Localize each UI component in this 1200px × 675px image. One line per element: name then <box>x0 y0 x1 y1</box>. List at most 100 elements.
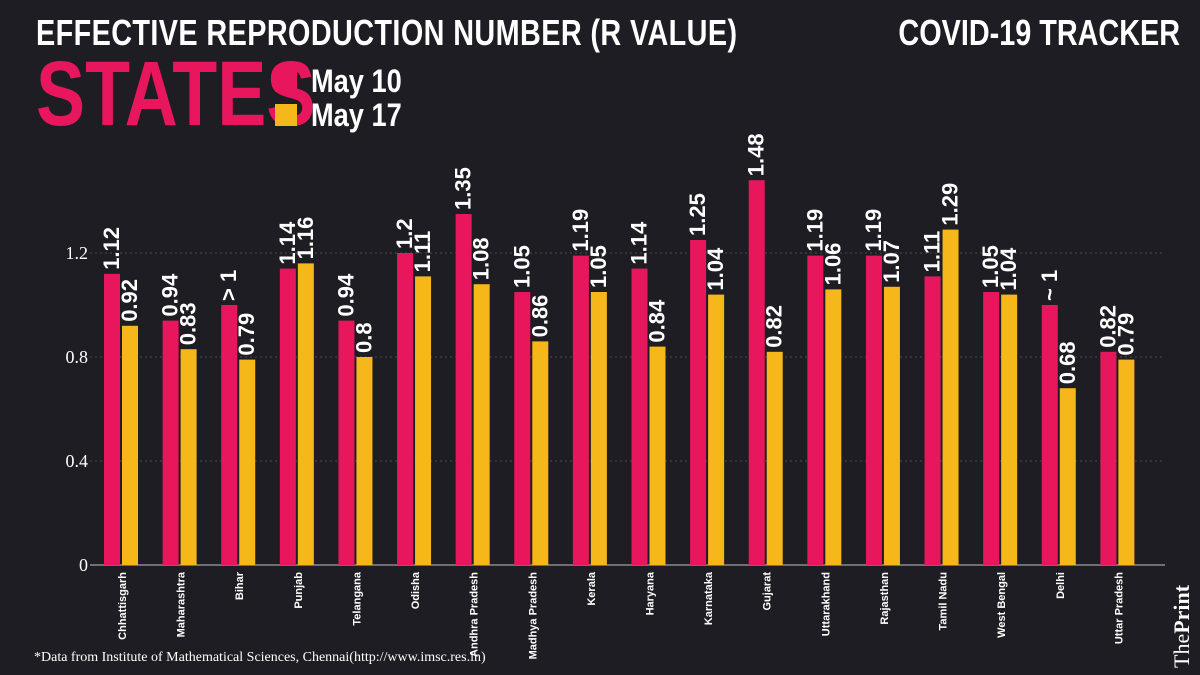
bar-may17 <box>532 341 549 565</box>
bar-may17 <box>356 357 373 565</box>
bar-may17 <box>649 346 666 565</box>
bar-may10 <box>1041 305 1058 565</box>
theprint-logo: ThePrint <box>1169 584 1194 668</box>
y-tick-label: 0.8 <box>66 347 89 367</box>
data-label: 1.11 <box>410 231 435 273</box>
bar-may17 <box>1001 294 1018 565</box>
bar-may10 <box>631 268 648 565</box>
category-label: Maharashtra <box>176 571 188 637</box>
category-label: Odisha <box>410 571 422 609</box>
legend-item-may10: May 10 <box>275 62 418 99</box>
data-label: ~ 1 <box>1037 270 1062 301</box>
data-label: 1.05 <box>978 245 1003 288</box>
data-label: 0.83 <box>176 302 201 345</box>
chart-subtitle: STATES <box>36 43 316 145</box>
data-label: 1.19 <box>802 209 827 252</box>
data-label: 0.79 <box>1113 313 1138 356</box>
bar-may10 <box>221 305 238 565</box>
bar-may17 <box>415 276 432 565</box>
source-footnote: *Data from Institute of Mathematical Sci… <box>34 650 486 665</box>
bar-may17 <box>825 289 842 565</box>
data-label: 1.25 <box>685 193 710 236</box>
category-label: Gujarat <box>762 572 774 611</box>
bar-may10 <box>924 276 941 565</box>
bar-may17 <box>766 351 783 565</box>
bar-may10 <box>865 255 882 565</box>
data-label: 1.19 <box>568 209 593 252</box>
data-label: 1.08 <box>469 237 494 280</box>
bar-may17 <box>590 292 607 565</box>
bar-may17 <box>473 284 490 565</box>
category-label: Andhra Pradesh <box>469 572 481 657</box>
bar-may10 <box>397 253 414 565</box>
data-label: 0.79 <box>234 313 259 356</box>
data-label: 0.92 <box>117 279 142 322</box>
y-tick-label: 0 <box>79 555 88 575</box>
legend-swatch-may10 <box>275 70 297 92</box>
legend-label-may17: May 17 <box>311 96 402 133</box>
category-label: Madhya Pradesh <box>527 572 539 660</box>
category-label: Bihar <box>234 571 246 600</box>
data-label: 1.12 <box>99 227 124 270</box>
data-label: 1.29 <box>938 183 963 226</box>
data-label: 1.07 <box>879 240 904 283</box>
chart-title: EFFECTIVE REPRODUCTION NUMBER (R VALUE) <box>36 12 738 53</box>
legend: May 10 May 17 <box>275 62 418 133</box>
data-label: 1.04 <box>996 247 1021 291</box>
bar-may10 <box>748 180 765 565</box>
category-label: Rajasthan <box>879 572 891 625</box>
category-label: Haryana <box>645 571 657 615</box>
bar-may10 <box>572 255 589 565</box>
data-label: 1.14 <box>275 221 300 265</box>
data-label: 0.94 <box>158 273 183 317</box>
svg-text:ThePrint: ThePrint <box>1169 584 1194 668</box>
y-tick-label: 0.4 <box>66 451 89 471</box>
category-label: Telangana <box>351 571 363 625</box>
legend-item-may17: May 17 <box>275 96 418 133</box>
data-label: 0.86 <box>527 295 552 338</box>
tracker-label: COVID-19 TRACKER <box>898 12 1180 53</box>
data-label: 1.14 <box>627 221 652 265</box>
category-label: Delhi <box>1055 572 1067 599</box>
bar-may17 <box>883 286 900 565</box>
data-label: 1.48 <box>744 133 769 176</box>
data-label: 1.04 <box>703 247 728 291</box>
data-label: 1.06 <box>820 243 845 286</box>
bar-may10 <box>807 255 824 565</box>
bar-may17 <box>297 263 314 565</box>
data-label: 0.68 <box>1055 341 1080 384</box>
bar-may10 <box>455 214 472 565</box>
bar-may10 <box>279 268 296 565</box>
bar-may17 <box>122 325 138 565</box>
data-label: 1.35 <box>451 167 476 210</box>
data-label: 0.82 <box>1095 305 1120 348</box>
bar-may17 <box>180 349 197 565</box>
category-label: Punjab <box>293 572 305 609</box>
category-label: Uttarakhand <box>820 572 832 636</box>
data-label: 1.2 <box>392 218 417 249</box>
data-label: 1.11 <box>920 231 945 273</box>
legend-swatch-may17 <box>275 104 297 126</box>
bar-may10 <box>104 273 120 565</box>
bar-may17 <box>239 359 256 565</box>
legend-label-may10: May 10 <box>311 62 402 99</box>
category-label: Uttar Pradesh <box>1113 572 1125 644</box>
bar-may10 <box>162 320 179 565</box>
bar-may10 <box>983 292 1000 565</box>
category-label: Chhattisgarh <box>117 572 129 640</box>
brand-the: The <box>1169 634 1194 668</box>
data-label: 1.05 <box>509 245 534 288</box>
data-label: 1.16 <box>293 217 318 260</box>
bar-may10 <box>338 320 355 565</box>
data-label: 0.84 <box>645 299 670 343</box>
bar-may10 <box>514 292 531 565</box>
bar-may10 <box>1100 351 1117 565</box>
category-label: West Bengal <box>996 572 1008 638</box>
bar-may10 <box>690 240 707 565</box>
bar-may17 <box>1118 359 1135 565</box>
data-label: 1.05 <box>586 245 611 288</box>
brand-print: Print <box>1169 584 1194 634</box>
bar-may17 <box>1059 388 1076 565</box>
data-label: 1.19 <box>861 209 886 252</box>
